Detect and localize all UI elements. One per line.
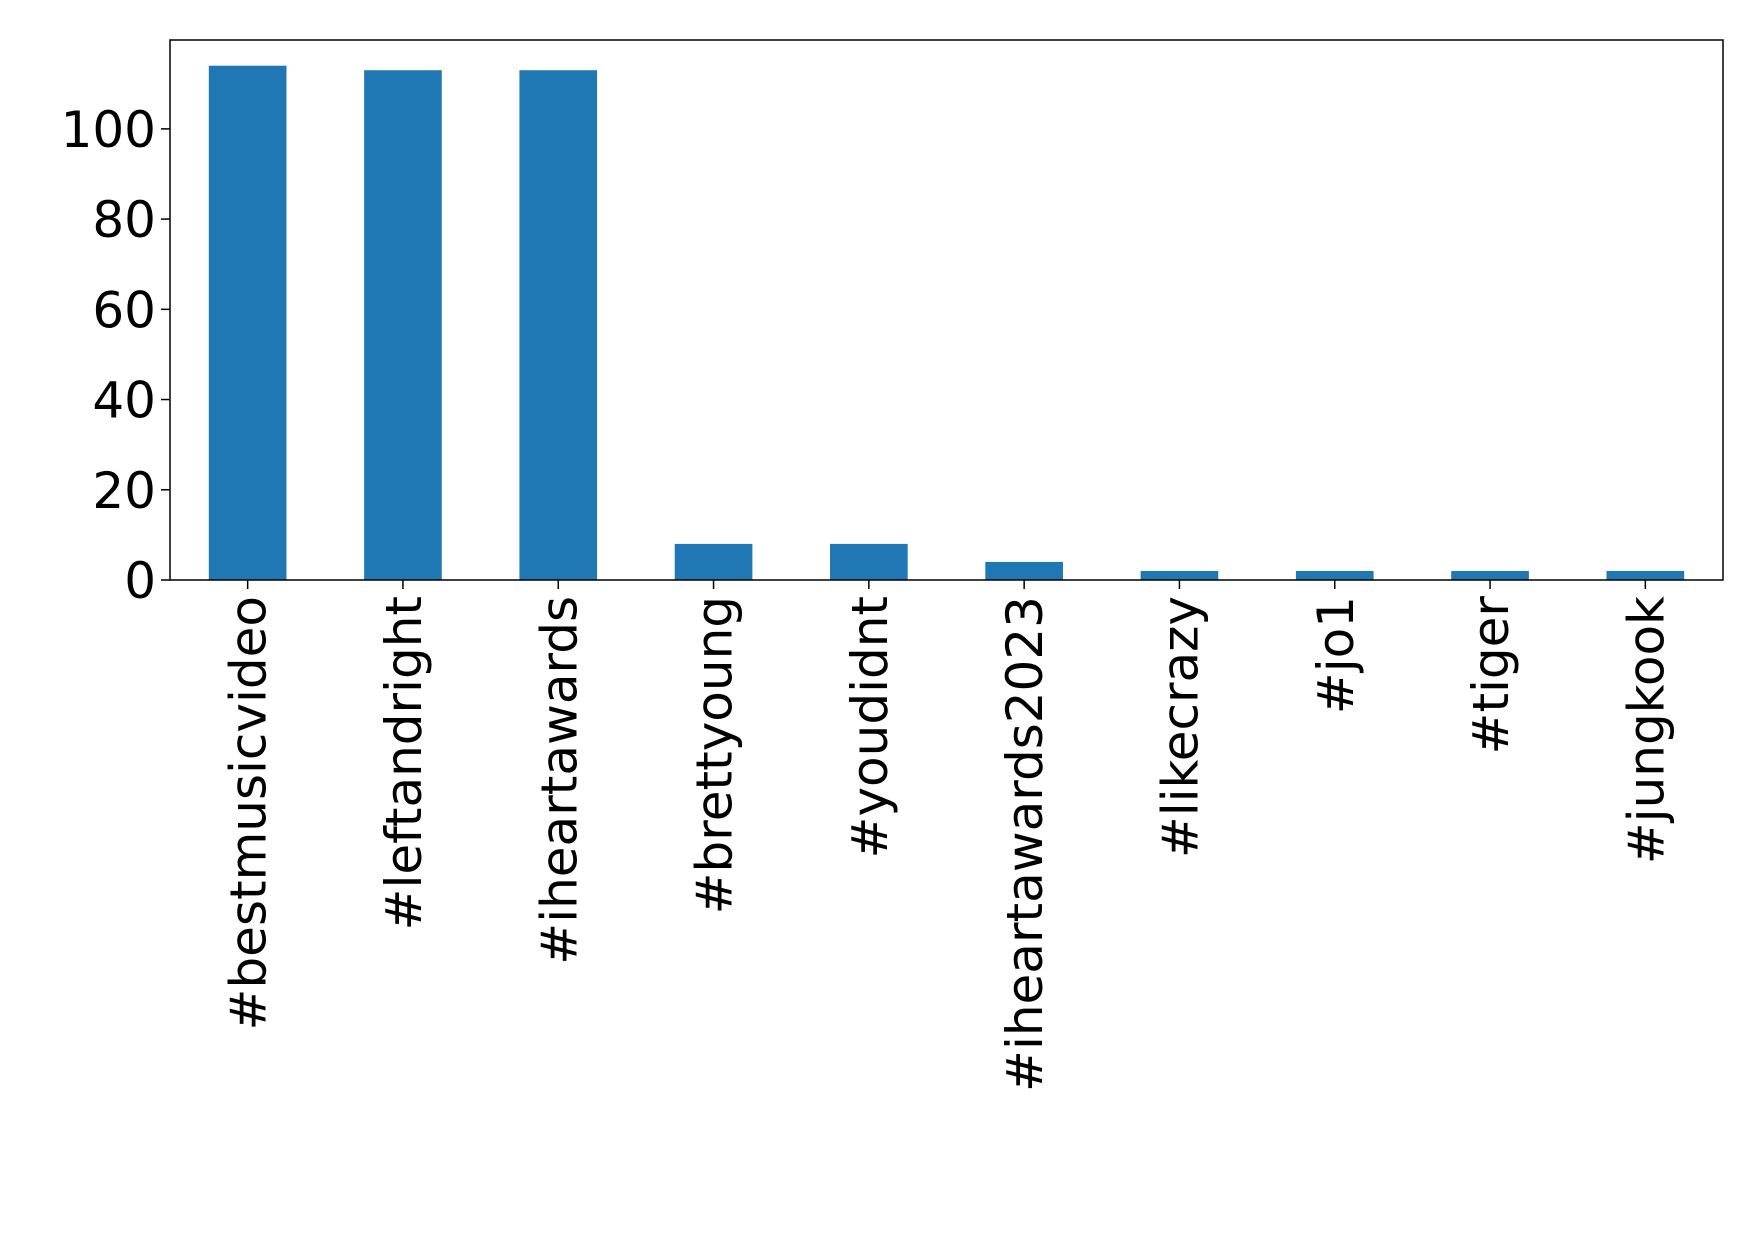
bar: [985, 561, 1063, 580]
x-tick-label: #brettyoung: [686, 596, 744, 914]
y-tick-label: 60: [92, 281, 156, 339]
bar: [830, 543, 908, 580]
bar: [519, 70, 598, 581]
bar: [364, 70, 442, 581]
x-tick-label: #jo1: [1307, 596, 1365, 714]
x-tick-label: #tiger: [1462, 596, 1520, 755]
bar: [1606, 570, 1685, 580]
y-tick-label: 100: [61, 101, 156, 159]
y-tick-label: 40: [92, 372, 156, 430]
bar: [674, 543, 753, 580]
y-tick-label: 20: [92, 462, 156, 520]
y-tick-label: 80: [92, 191, 156, 249]
y-tick-label: 0: [124, 552, 156, 610]
bar: [208, 65, 287, 580]
x-tick-label: #bestmusicvideo: [220, 596, 278, 1030]
bar: [1451, 570, 1529, 580]
bar: [1140, 570, 1219, 580]
x-tick-label: #leftandright: [375, 596, 433, 930]
plot-frame: [169, 39, 1724, 581]
x-tick-label: #youdidnt: [841, 596, 899, 858]
x-tick-label: #iheartawards: [530, 596, 588, 965]
x-tick-label: #likecrazy: [1151, 596, 1209, 858]
x-tick-label: #jungkook: [1617, 596, 1675, 864]
x-tick-label: #iheartawards2023: [996, 596, 1054, 1092]
bar: [1295, 570, 1374, 580]
